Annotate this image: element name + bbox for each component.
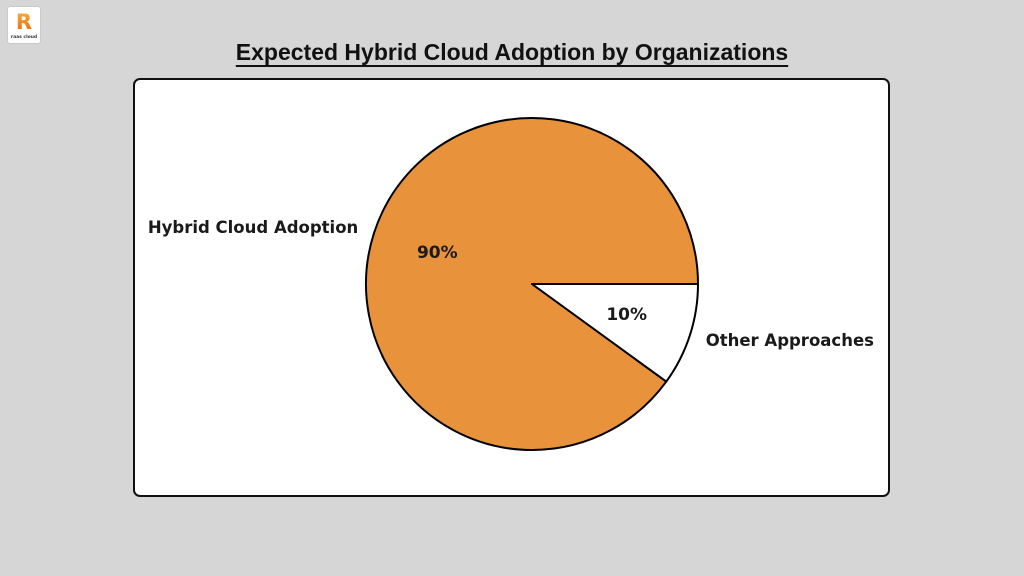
brand-letter: R	[16, 10, 32, 34]
brand-logo: R raas cloud	[8, 7, 40, 43]
pie-slice-label-0: Hybrid Cloud Adoption	[148, 218, 358, 237]
pie-pct-label-1: 10%	[606, 305, 647, 325]
page-title: Expected Hybrid Cloud Adoption by Organi…	[235, 39, 789, 65]
pie-slice-label-1: Other Approaches	[706, 331, 874, 350]
brand-wordmark: raas cloud	[11, 34, 37, 40]
brand-logo-icon: R raas cloud	[11, 10, 37, 40]
pie-chart: 90% Hybrid Cloud Adoption 10% Other Approac…	[148, 117, 874, 451]
chart-panel: 90% Hybrid Cloud Adoption 10% Other Approac…	[133, 78, 890, 497]
pie-slice-1	[531, 283, 699, 383]
pie-pct-label-0: 90%	[417, 243, 458, 263]
